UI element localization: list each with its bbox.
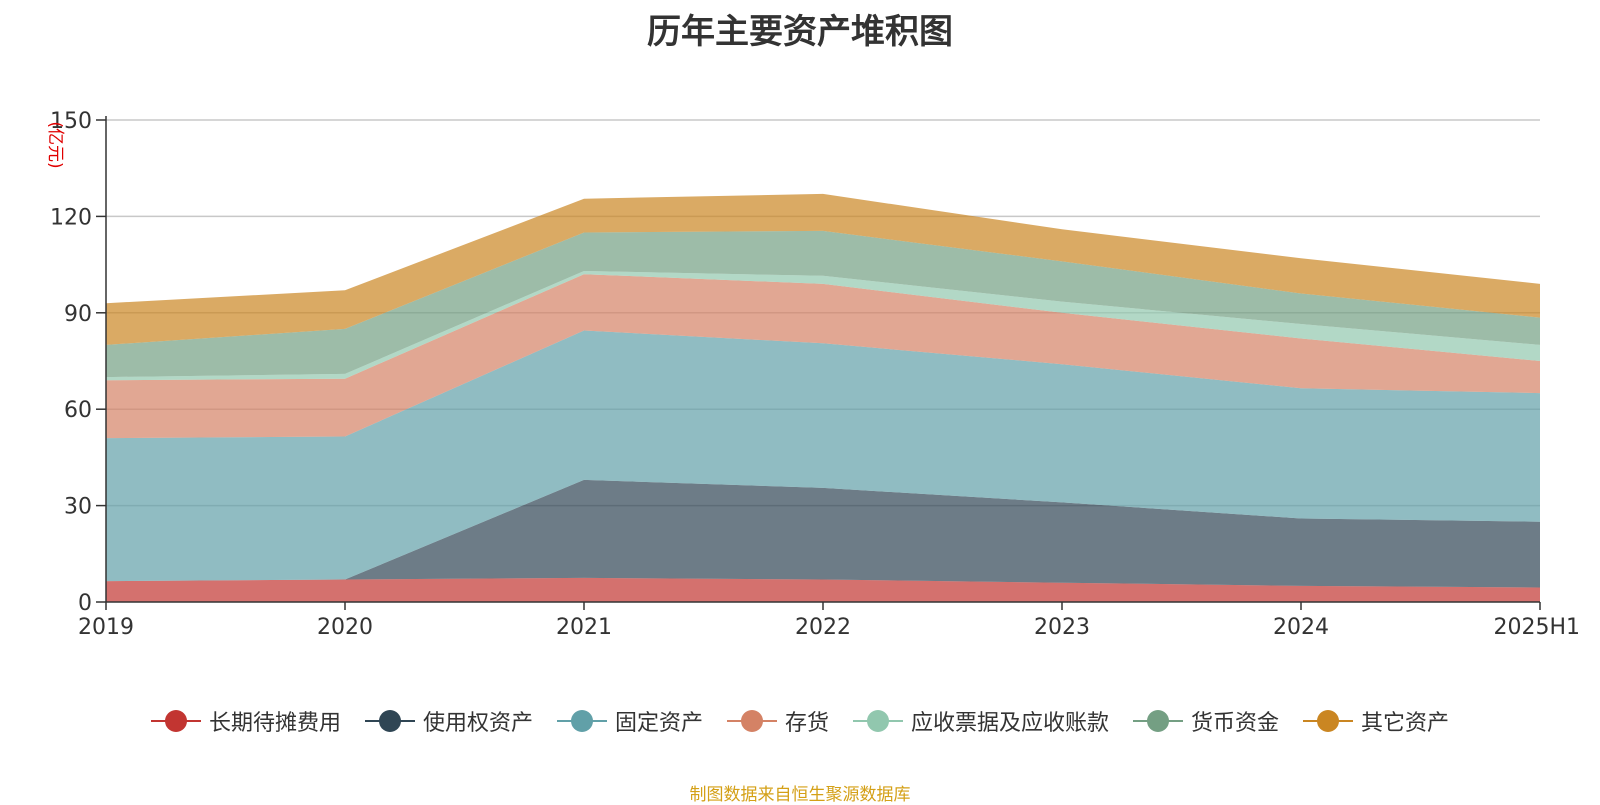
legend-marker-icon xyxy=(726,708,777,734)
legend-label: 固定资产 xyxy=(614,711,703,736)
x-tick-label-6: 2025H1 xyxy=(1493,615,1580,640)
area-series-3 xyxy=(106,274,1540,439)
legend-item-6[interactable]: 其它资产 xyxy=(1303,705,1449,737)
y-tick-label-0: 0 xyxy=(78,591,92,616)
chart-title: 历年主要资产堆积图 xyxy=(647,12,953,52)
legend-item-2[interactable]: 固定资产 xyxy=(556,705,703,737)
legend-marker-icon xyxy=(1133,708,1184,734)
legend-item-0[interactable]: 长期待摊费用 xyxy=(150,705,341,737)
axes: 0 30 60 90 120 150 2019 2020 2021 2022 2023 2024 202… xyxy=(50,109,1580,640)
legend-label: 其它资产 xyxy=(1361,711,1450,736)
legend-marker-icon xyxy=(556,708,607,734)
legend-marker-icon xyxy=(1303,708,1354,734)
area-series-5 xyxy=(106,230,1540,378)
x-tick-label-1: 2020 xyxy=(317,615,373,640)
x-tick-label-0: 2019 xyxy=(78,615,134,640)
y-tick-label-2: 60 xyxy=(64,398,92,423)
stacked-area-chart: 0 30 60 90 120 150 2019 2020 2021 2022 2023 2024 202… xyxy=(45,109,1580,640)
x-tick-label-3: 2022 xyxy=(795,615,851,640)
area-series-1 xyxy=(106,479,1540,588)
legend-marker-icon xyxy=(364,708,415,734)
chart-legend: 长期待摊费用 使用权资产 固定资产 存货 应收票据及应收账款 货币资金 其它资产 xyxy=(0,705,1600,737)
area-series-6 xyxy=(106,193,1540,345)
x-tick-label-4: 2023 xyxy=(1034,615,1090,640)
legend-item-4[interactable]: 应收票据及应收账款 xyxy=(853,705,1109,737)
legend-marker-icon xyxy=(150,708,201,734)
x-tick-label-2: 2021 xyxy=(556,615,612,640)
legend-marker-icon xyxy=(853,708,903,734)
legend-label: 使用权资产 xyxy=(422,711,533,736)
legend-label: 应收票据及应收账款 xyxy=(911,711,1110,736)
area-series-2 xyxy=(106,330,1540,582)
x-tick-label-5: 2024 xyxy=(1273,615,1329,640)
y-tick-label-3: 90 xyxy=(64,302,92,327)
data-source-note: 制图数据来自恒生聚源数据库 xyxy=(689,785,911,805)
area-series-0 xyxy=(106,577,1540,602)
legend-item-3[interactable]: 存货 xyxy=(726,705,829,737)
y-tick-label-1: 30 xyxy=(64,495,92,520)
series-areas xyxy=(106,193,1540,602)
area-series-4 xyxy=(106,271,1540,381)
y-axis-unit-label: (亿元) xyxy=(45,121,65,168)
legend-label: 存货 xyxy=(784,711,829,736)
legend-item-1[interactable]: 使用权资产 xyxy=(364,705,533,737)
y-tick-label-5: 150 xyxy=(50,109,92,134)
legend-item-5[interactable]: 货币资金 xyxy=(1133,705,1279,737)
legend-label: 长期待摊费用 xyxy=(208,711,341,736)
legend-label: 货币资金 xyxy=(1191,711,1280,736)
y-tick-label-4: 120 xyxy=(50,205,92,230)
